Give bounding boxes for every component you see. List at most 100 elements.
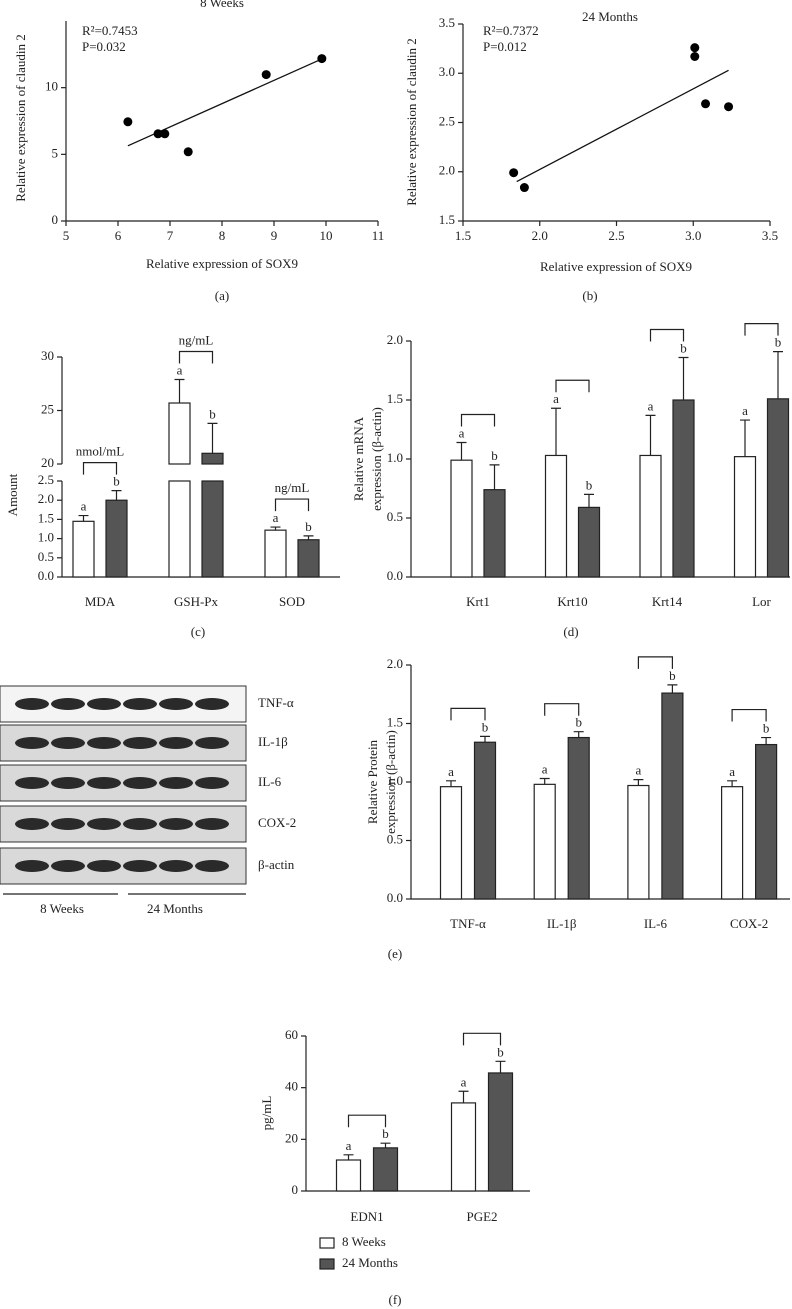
y-tick-label: 60 <box>285 1027 298 1042</box>
significance-letter: b <box>113 474 120 489</box>
significance-letter: b <box>575 715 582 730</box>
significance-letter: b <box>305 519 312 534</box>
y-tick-label: 1.0 <box>387 773 403 788</box>
y-tick-label: 0.0 <box>387 568 403 583</box>
blot-group-label: 8 Weeks <box>40 901 84 916</box>
x-tick-label: IL-1β <box>547 916 577 931</box>
y-tick-label: 2.5 <box>439 113 455 128</box>
blot-band <box>159 818 193 830</box>
error-bar <box>740 419 750 457</box>
bar <box>672 399 695 578</box>
blot-label: β-actin <box>258 857 295 872</box>
blot-label: COX-2 <box>258 815 296 830</box>
bracket <box>274 498 310 512</box>
blot-band <box>87 737 121 749</box>
error-bar <box>573 731 584 738</box>
blot-band <box>159 698 193 710</box>
significance-letter: a <box>81 499 87 514</box>
significance-letter: a <box>273 510 279 525</box>
error-bar <box>489 464 500 490</box>
blot-band <box>159 860 193 872</box>
blot-group-label: 24 Months <box>147 901 203 916</box>
bar <box>335 1159 362 1192</box>
x-axis-label: Relative expression of SOX9 <box>540 259 692 274</box>
error-bar <box>727 780 738 787</box>
error-bar <box>343 1154 354 1160</box>
error-bar <box>270 526 281 531</box>
group-label: ng/mL <box>275 480 310 495</box>
blot-label: TNF-α <box>258 695 294 710</box>
blot-band <box>15 737 49 749</box>
bar <box>439 786 463 900</box>
point <box>690 43 700 53</box>
bar <box>661 692 684 900</box>
x-tick-label: 8 <box>219 228 226 243</box>
y-tick-label: 0.5 <box>387 509 403 524</box>
blot-band <box>15 698 49 710</box>
x-tick-label: Krt10 <box>557 594 587 609</box>
y-axis-label: expression (β-actin) <box>369 407 384 511</box>
significance-letter: a <box>346 1138 352 1153</box>
bar <box>297 539 320 578</box>
blot-band <box>15 777 49 789</box>
y-tick-label: 40 <box>285 1079 298 1094</box>
y-tick-label: 0.0 <box>38 568 54 583</box>
significance-letter: a <box>448 764 454 779</box>
bar <box>627 784 650 900</box>
blot-band <box>159 777 193 789</box>
y-axis-label: Relative expression of claudin 2 <box>13 34 28 202</box>
chart-title: 8 Weeks <box>200 0 244 10</box>
bar <box>372 1147 399 1192</box>
y-tick-label: 1.5 <box>387 714 403 729</box>
x-tick-label: Lor <box>752 594 771 609</box>
y-tick-label: 1.0 <box>38 530 54 545</box>
significance-letter: b <box>586 477 593 492</box>
legend-label: 8 Weeks <box>342 1234 386 1249</box>
fit-line <box>516 69 729 183</box>
y-axis-label: Amount <box>5 473 20 516</box>
panel-label: (f) <box>389 1292 402 1307</box>
blot-band <box>123 737 157 749</box>
error-bar <box>773 351 783 399</box>
error-bar <box>645 414 656 456</box>
significance-letter: b <box>669 668 676 683</box>
y-tick-label: 20 <box>41 455 54 470</box>
error-bar <box>458 1090 469 1103</box>
point <box>701 99 711 109</box>
bar <box>533 783 556 900</box>
bar <box>754 743 778 900</box>
legend-swatch <box>319 1258 335 1270</box>
bar <box>766 398 790 578</box>
y-tick-label: 1.5 <box>38 510 54 525</box>
panel-label: (c) <box>191 624 205 639</box>
blot-band <box>123 777 157 789</box>
bar <box>264 529 287 578</box>
significance-letter: b <box>482 719 489 734</box>
y-tick-label: 1.5 <box>387 391 403 406</box>
x-axis-label: Relative expression of SOX9 <box>146 256 298 271</box>
significance-letter: b <box>775 335 782 350</box>
y-tick-label: 0 <box>52 212 59 227</box>
panel-label: (a) <box>215 288 229 303</box>
bar <box>639 454 662 578</box>
x-tick-label: TNF-α <box>450 916 486 931</box>
x-tick-label: Krt14 <box>652 594 683 609</box>
bar <box>105 499 128 578</box>
error-bar <box>678 356 689 400</box>
bar <box>201 452 224 465</box>
blot-band <box>51 698 85 710</box>
panel-label: (d) <box>563 624 578 639</box>
bracket <box>555 379 590 393</box>
error-bar <box>761 736 772 745</box>
x-tick-label: 2.5 <box>608 228 624 243</box>
x-tick-label: 3.0 <box>685 228 701 243</box>
error-bar <box>446 780 456 787</box>
blot-band <box>123 860 157 872</box>
x-tick-label: IL-6 <box>644 916 668 931</box>
bracket <box>82 462 118 475</box>
blot-label: IL-6 <box>258 774 282 789</box>
error-bar <box>633 779 644 786</box>
annotation: R²=0.7372 <box>483 23 539 38</box>
significance-letter: b <box>209 406 216 421</box>
